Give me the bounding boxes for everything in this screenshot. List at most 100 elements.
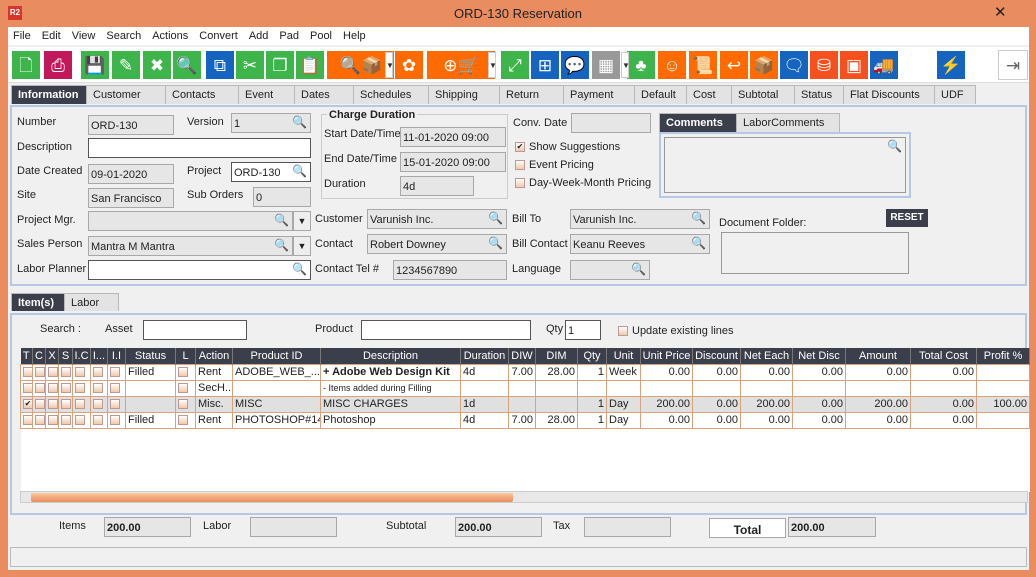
search-icon[interactable]: 🔍	[691, 236, 706, 250]
qty-input[interactable]: 1	[565, 320, 601, 340]
row-checkbox[interactable]	[61, 415, 71, 426]
column-header-17[interactable]: Unit	[606, 348, 641, 364]
save-button[interactable]: 💾	[80, 50, 110, 80]
line-checkbox[interactable]	[178, 383, 188, 394]
row-checkbox[interactable]	[48, 399, 58, 410]
column-header-5[interactable]: I.C	[72, 348, 91, 364]
row-checkbox[interactable]	[61, 383, 71, 394]
tab-dates[interactable]: Dates	[294, 85, 354, 104]
row-checkbox[interactable]	[61, 367, 71, 378]
update-existing-checkbox[interactable]	[618, 326, 628, 336]
add-coins-button[interactable]: ⛁	[809, 50, 839, 80]
delivery-truck-button[interactable]: 🚚	[869, 50, 899, 80]
column-header-1[interactable]: T	[20, 348, 33, 364]
dropdown-arrow-icon[interactable]: ▼	[488, 52, 497, 78]
column-header-14[interactable]: DIW	[508, 348, 536, 364]
return-arrow-button[interactable]: ↩	[719, 50, 749, 80]
components-button[interactable]: ✿	[394, 50, 424, 80]
row-checkbox[interactable]	[35, 367, 45, 378]
row-checkbox[interactable]	[48, 367, 58, 378]
column-header-10[interactable]: Action	[195, 348, 233, 364]
menu-view[interactable]: View	[71, 30, 96, 42]
scroll-list-button[interactable]: 📜	[688, 50, 718, 80]
add-to-po-cart-button[interactable]: ⊕🛒	[426, 50, 496, 80]
project-input[interactable]: ORD-130 🔍	[231, 162, 311, 182]
row-checkbox[interactable]	[48, 383, 58, 394]
description-input[interactable]	[88, 138, 311, 158]
row-checkbox[interactable]	[93, 383, 103, 394]
column-header-19[interactable]: Discount	[692, 348, 741, 364]
cut-button[interactable]: ✂	[235, 50, 265, 80]
column-header-23[interactable]: Total Cost	[910, 348, 977, 364]
print-button[interactable]: ⎙	[43, 50, 73, 80]
hierarchy-button[interactable]: ♣	[626, 50, 656, 80]
tab-items[interactable]: Item(s)	[11, 293, 65, 311]
new-document-button[interactable]: 🗋	[11, 50, 41, 80]
chevron-down-icon[interactable]: ▼	[293, 236, 311, 256]
search-icon[interactable]: 🔍	[274, 213, 289, 227]
column-header-11[interactable]: Product ID	[232, 348, 321, 364]
expand-button[interactable]: ⤢	[500, 50, 530, 80]
tab-event[interactable]: Event	[238, 85, 295, 104]
row-checkbox[interactable]	[35, 415, 45, 426]
contact-field[interactable]: Robert Downey 🔍	[367, 234, 507, 254]
exit-button[interactable]: ⇥	[998, 50, 1028, 80]
message-button[interactable]: 💬	[560, 50, 590, 80]
menu-actions[interactable]: Actions	[152, 30, 189, 42]
row-checkbox[interactable]	[35, 383, 45, 394]
language-field[interactable]: 🔍	[570, 260, 650, 280]
tab-flat-discounts[interactable]: Flat Discounts	[843, 85, 935, 104]
column-header-18[interactable]: Unit Price	[640, 348, 693, 364]
copy-button[interactable]: ❐	[265, 50, 295, 80]
tab-shipping[interactable]: Shipping	[428, 85, 500, 104]
dropdown-arrow-icon[interactable]: ▼	[621, 52, 630, 78]
row-checkbox[interactable]	[75, 383, 85, 394]
zero-bubble-button[interactable]: 🗨	[779, 50, 809, 80]
edit-pencil-button[interactable]: ✎	[111, 50, 141, 80]
column-header-12[interactable]: Description	[320, 348, 461, 364]
tab-subtotal[interactable]: Subtotal	[731, 85, 795, 104]
show-suggestions-checkbox[interactable]: ✔	[515, 142, 525, 152]
close-icon[interactable]: ✕	[994, 4, 1007, 21]
row-checkbox[interactable]	[61, 399, 71, 410]
column-header-7[interactable]: I.I	[107, 348, 126, 364]
tab-payment[interactable]: Payment	[563, 85, 635, 104]
row-checkbox[interactable]	[48, 415, 58, 426]
menu-help[interactable]: Help	[343, 30, 366, 42]
column-header-6[interactable]: I...	[90, 348, 108, 364]
search-icon[interactable]: 🔍	[292, 115, 307, 129]
search-icon[interactable]: 🔍	[691, 211, 706, 225]
bill-to-field[interactable]: Varunish Inc. 🔍	[570, 209, 710, 229]
tab-status[interactable]: Status	[794, 85, 844, 104]
search-icon[interactable]: 🔍	[488, 211, 503, 225]
menu-pad[interactable]: Pad	[279, 30, 299, 42]
tab-default[interactable]: Default	[634, 85, 687, 104]
smiley-button[interactable]: ☺	[657, 50, 687, 80]
comments-input[interactable]: 🔍	[664, 137, 906, 193]
event-pricing-checkbox[interactable]	[515, 160, 525, 170]
bill-contact-field[interactable]: Keanu Reeves 🔍	[570, 234, 710, 254]
search-icon[interactable]: 🔍	[887, 139, 902, 153]
row-checkbox[interactable]	[75, 367, 85, 378]
tab-contacts[interactable]: Contacts	[165, 85, 239, 104]
row-checkbox[interactable]	[23, 367, 32, 378]
column-header-3[interactable]: X	[45, 348, 59, 364]
box-return-button[interactable]: 📦	[749, 50, 779, 80]
row-checkbox[interactable]	[110, 399, 120, 410]
table-row[interactable]: Filled Rent PHOTOSHOP#14 Photoshop 4d 7.00 28.…	[20, 411, 1030, 429]
paste-button[interactable]: 📋	[295, 50, 325, 80]
row-checkbox[interactable]	[35, 399, 45, 410]
version-field[interactable]: 1 🔍	[231, 113, 311, 133]
copy-zero-button[interactable]: ⧉	[205, 50, 235, 80]
column-header-22[interactable]: Amount	[845, 348, 911, 364]
menu-file[interactable]: File	[13, 30, 31, 42]
calendar-disabled-button[interactable]: ▦	[591, 50, 621, 80]
dwm-pricing-checkbox[interactable]	[515, 178, 525, 188]
search-icon[interactable]: 🔍	[488, 236, 503, 250]
lightning-button[interactable]: ⚡	[936, 50, 966, 80]
table-row[interactable]: SecH... - Items added during Filling	[20, 379, 1030, 397]
column-header-24[interactable]: Profit %	[976, 348, 1030, 364]
sales-person-field[interactable]: Mantra M Mantra 🔍	[88, 236, 293, 256]
column-header-21[interactable]: Net Disc	[792, 348, 846, 364]
tab-cost[interactable]: Cost	[686, 85, 732, 104]
